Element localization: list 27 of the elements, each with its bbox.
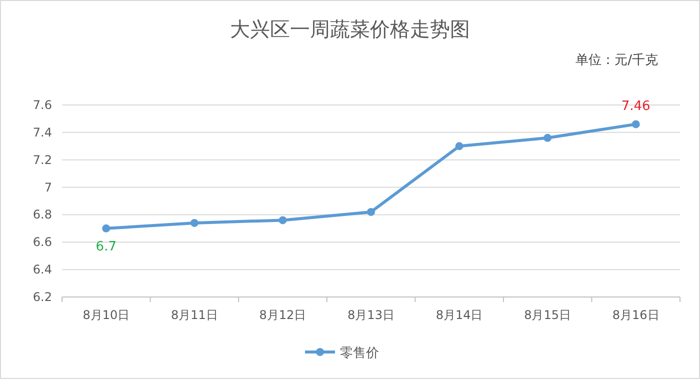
x-tick-label: 8月13日	[348, 308, 394, 322]
point	[190, 218, 198, 227]
point	[455, 142, 464, 150]
y-tick-label: 7.4	[32, 125, 52, 140]
y-tick-label: 6.2	[32, 290, 52, 304]
data-label: 7.46	[621, 99, 650, 114]
y-tick-label: 6.4	[32, 262, 52, 277]
y-tick-label: 6.8	[32, 208, 52, 222]
x-tick-label: 8月12日	[259, 308, 306, 322]
point	[632, 120, 640, 128]
chart-subtitle: 单位：元/千克	[576, 53, 658, 68]
x-tick-label: 8月16日	[612, 308, 660, 322]
y-tick-label: 7.2	[32, 152, 52, 167]
point	[278, 216, 287, 224]
data-label: 6.7	[96, 239, 116, 254]
chart-title: 大兴区一周蔬菜价格走势图	[230, 17, 470, 41]
y-tick-label: 7.6	[32, 98, 52, 112]
y-tick-label: 7	[44, 180, 52, 194]
legend-label: 零售价	[340, 346, 379, 361]
point	[102, 224, 110, 232]
point	[367, 208, 375, 216]
x-tick-label: 8月14日	[436, 308, 483, 322]
x-tick-label: 8月10日	[82, 308, 130, 322]
x-tick-label: 8月15日	[524, 308, 572, 322]
y-tick-label: 6.6	[32, 235, 52, 250]
point	[544, 134, 552, 142]
x-tick-label: 8月11日	[170, 308, 218, 322]
